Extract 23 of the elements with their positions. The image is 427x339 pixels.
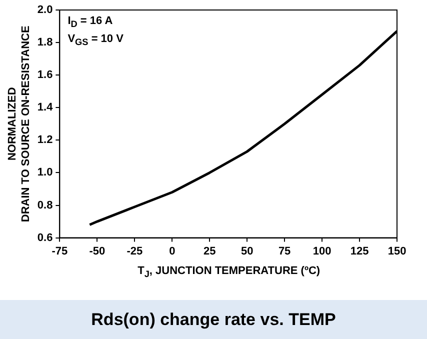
y-tick-label: 0.6 [37, 232, 53, 244]
y-tick-label: 1.8 [37, 36, 53, 49]
y-tick-label: 1.4 [37, 102, 54, 114]
text: Rds(on) change rate vs. TEMP [0, 300, 427, 339]
y-tick-label: 0.8 [37, 199, 53, 212]
y-tick-label: 1.6 [37, 69, 53, 82]
annotation: I$_{D}$ = 16 A [68, 14, 114, 32]
x-tick-label: 0 [169, 245, 176, 258]
y-tick-label: 2.0 [37, 4, 53, 16]
x-tick-label: 50 [240, 245, 254, 258]
x-tick-label: -50 [89, 245, 106, 258]
x-tick-label: 150 [388, 245, 406, 258]
y-tick-label: 1.0 [37, 166, 53, 179]
y-axis-title: NORMALIZED DRAIN TO SOURCE ON-RESISTANCE [6, 26, 32, 222]
x-axis-title: T$_{J}$, JUNCTION TEMPERATURE (ºC) [136, 265, 322, 280]
x-tick-label: -25 [126, 245, 143, 258]
x-tick-label: 25 [203, 245, 216, 258]
annotation: V$_{GS}$ = 10 V [68, 32, 124, 50]
x-tick-label: 75 [278, 245, 291, 258]
x-tick-label: 100 [312, 245, 332, 258]
x-tick-label: -75 [52, 245, 68, 258]
x-tick-label: 125 [350, 245, 369, 258]
y-tick-label: 1.2 [37, 134, 53, 146]
